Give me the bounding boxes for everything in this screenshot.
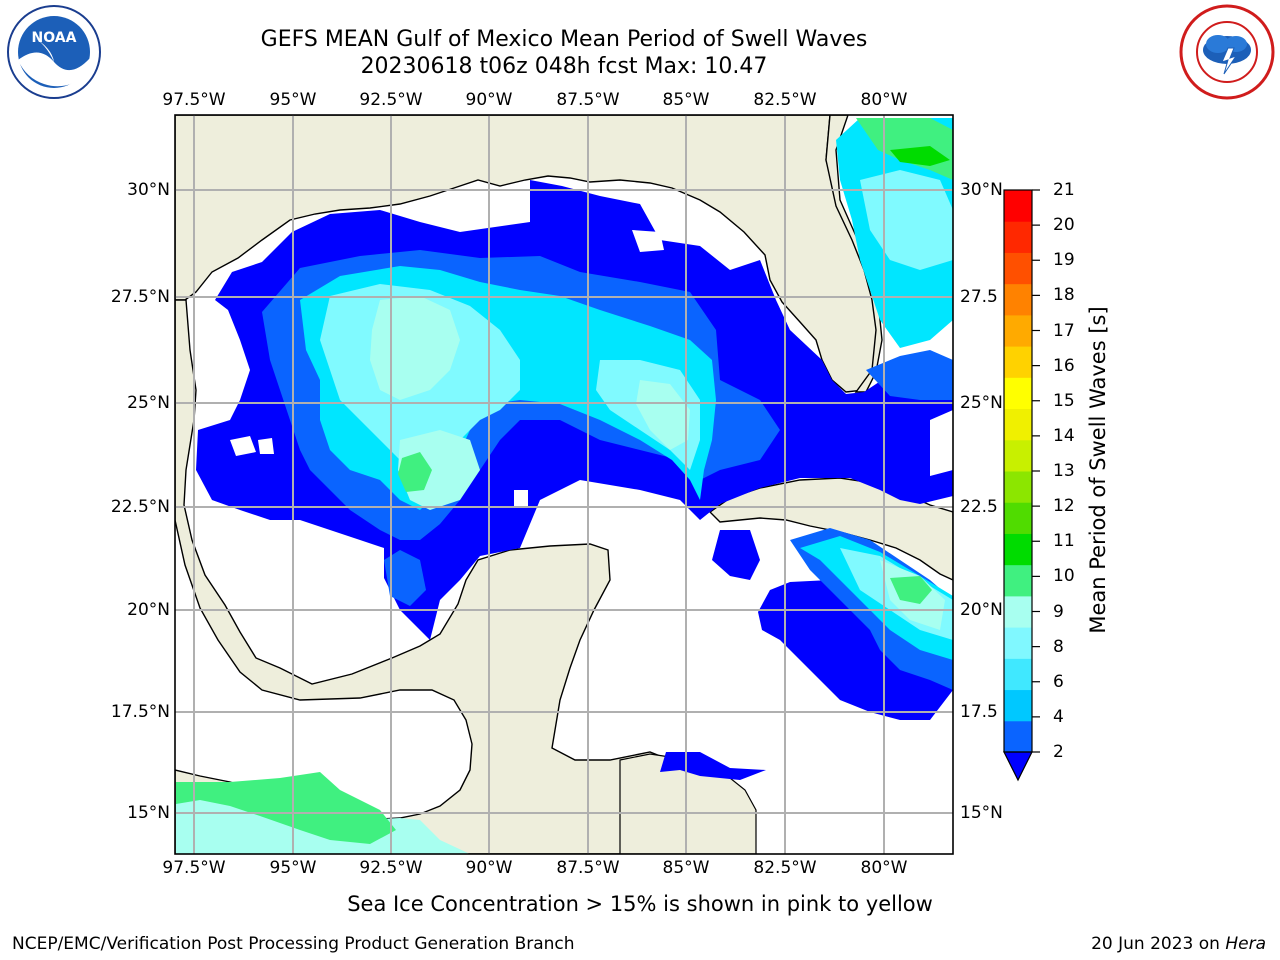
- lon-label-bottom: 92.5°W: [359, 858, 423, 878]
- lon-label-bottom: 82.5°W: [753, 858, 817, 878]
- colorbar-segment: [1004, 595, 1032, 628]
- lon-label-top: 92.5°W: [359, 90, 423, 110]
- colorbar-tick-label: 19: [1053, 250, 1075, 271]
- lon-label-bottom: 80°W: [860, 858, 908, 878]
- lat-label-right: 25°N: [960, 393, 1003, 413]
- colorbar-segment: [1004, 283, 1032, 316]
- colorbar-segment: [1004, 564, 1032, 597]
- field-gaps: [230, 230, 953, 506]
- colorbar-extend-arrow: [1003, 751, 1033, 782]
- colorbar-tick-label: 15: [1053, 390, 1075, 411]
- colorbar-tick-label: 20: [1053, 215, 1075, 236]
- chart-title: GEFS MEAN Gulf of Mexico Mean Period of …: [260, 27, 868, 52]
- colorbar-tick-label: 8: [1053, 636, 1064, 657]
- colorbar-tick-label: 13: [1053, 461, 1075, 481]
- colorbar-tick-label: 18: [1053, 285, 1075, 306]
- colorbar-tick-label: 14: [1053, 425, 1075, 446]
- lat-label-left: 20°N: [127, 600, 170, 620]
- lon-label-top: 97.5°W: [162, 90, 226, 110]
- colorbar-tick-label: 9: [1053, 601, 1064, 622]
- graticule: [175, 115, 953, 854]
- lat-label-right: 22.5: [960, 497, 998, 517]
- colorbar-segment: [1004, 502, 1032, 534]
- colorbar-segment: [1004, 190, 1032, 222]
- lat-label-right: 17.5: [960, 702, 998, 722]
- colorbar-tick-label: 4: [1053, 706, 1064, 727]
- colorbar-segment: [1004, 439, 1032, 472]
- colorbar-segment: [1004, 689, 1032, 722]
- colorbar-segment: [1004, 471, 1032, 503]
- lat-label-left: 17.5°N: [110, 702, 170, 722]
- colorbar-segment: [1004, 314, 1032, 347]
- colorbar-segment: [1004, 252, 1032, 285]
- colorbar-tick-label: 11: [1053, 531, 1075, 552]
- colorbar: [1003, 189, 1040, 782]
- noaa-logo: NOAA: [7, 5, 101, 99]
- lon-label-bottom: 90°W: [465, 858, 513, 878]
- footer-credit: NCEP/EMC/Verification Post Processing Pr…: [12, 934, 575, 954]
- footer-date-text: 20 Jun 2023 on: [1091, 934, 1226, 954]
- colorbar-tick-label: 16: [1053, 355, 1075, 376]
- lat-label-left: 15°N: [127, 803, 170, 823]
- lat-label-right: 27.5: [960, 287, 998, 307]
- lon-label-top: 85°W: [662, 90, 710, 110]
- lat-label-left: 27.5°N: [110, 287, 170, 307]
- colorbar-tick-label: 6: [1053, 671, 1064, 692]
- lon-label-top: 82.5°W: [753, 90, 817, 110]
- colorbar-segment: [1004, 533, 1032, 566]
- lon-label-bottom: 87.5°W: [556, 858, 620, 878]
- colorbar-segment: [1004, 720, 1032, 753]
- colorbar-tick-label: 10: [1053, 566, 1075, 587]
- noaa-logo-text: NOAA: [32, 30, 77, 46]
- lon-label-top: 80°W: [860, 90, 908, 110]
- colorbar-tick-label: 21: [1053, 180, 1075, 200]
- colorbar-segment: [1004, 658, 1032, 691]
- lat-label-right: 30°N: [960, 180, 1003, 200]
- colorbar-segment: [1004, 221, 1032, 253]
- lon-label-bottom: 97.5°W: [162, 858, 226, 878]
- lon-label-top: 95°W: [269, 90, 317, 110]
- field-green-dark: [890, 146, 950, 166]
- footer-host: Hera: [1225, 934, 1266, 954]
- colorbar-tick-label: 17: [1053, 320, 1075, 341]
- colorbar-segment: [1004, 627, 1032, 659]
- lat-label-left: 30°N: [127, 180, 170, 200]
- colorbar-segment: [1004, 377, 1032, 410]
- lon-label-bottom: 95°W: [269, 858, 317, 878]
- lat-label-left: 25°N: [127, 393, 170, 413]
- colorbar-tick-label: 12: [1053, 496, 1075, 517]
- nws-logo: [1179, 4, 1275, 100]
- lon-label-top: 87.5°W: [556, 90, 620, 110]
- chart-subtitle: 20230618 t06z 048h fcst Max: 10.47: [360, 54, 768, 79]
- map-frame: [174, 114, 954, 855]
- lat-label-right: 20°N: [960, 600, 1003, 620]
- lat-label-right: 15°N: [960, 803, 1003, 823]
- land-honduras: [619, 753, 757, 854]
- colorbar-tick-label: 2: [1053, 742, 1064, 762]
- colorbar-label: Mean Period of Swell Waves [s]: [1086, 306, 1110, 634]
- map-content: [175, 115, 953, 854]
- lat-label-left: 22.5°N: [110, 497, 170, 517]
- colorbar-segment: [1004, 346, 1032, 378]
- lon-label-bottom: 85°W: [662, 858, 710, 878]
- footer-date: 20 Jun 2023 on Hera: [1091, 934, 1266, 954]
- colorbar-segment: [1004, 408, 1032, 441]
- sea-ice-note: Sea Ice Concentration > 15% is shown in …: [347, 892, 933, 916]
- lon-label-top: 90°W: [465, 90, 513, 110]
